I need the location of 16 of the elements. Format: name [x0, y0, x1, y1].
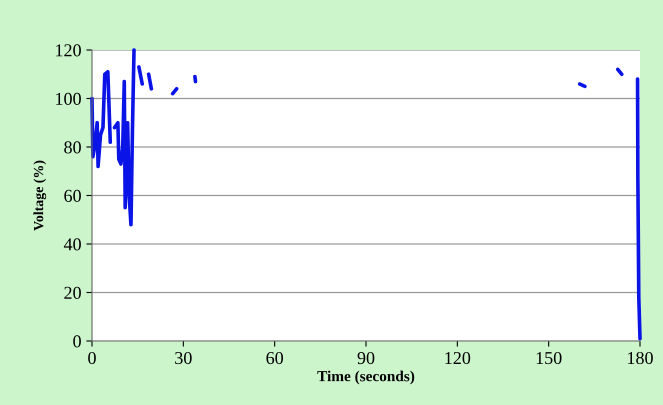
y-tick-label: 120 [56, 44, 81, 56]
y-tick-label: 100 [56, 92, 81, 105]
y-tick-label: 80 [64, 141, 81, 154]
y-tick-label: 60 [64, 190, 81, 202]
x-tick-label: 0 [88, 352, 96, 364]
x-tick-label: 30 [175, 352, 192, 364]
x-tick-label: 90 [358, 352, 374, 364]
x-tick-label: 60 [266, 352, 284, 364]
y-tick-label: 40 [64, 238, 81, 250]
x-tick-label: 180 [628, 352, 653, 364]
y-tick-label: 0 [73, 335, 81, 348]
y-tick-label: 20 [64, 286, 81, 299]
x-tick-label: 150 [536, 352, 562, 364]
x-axis-title: Time (seconds) [317, 370, 414, 384]
y-axis-title: Voltage (%) [33, 160, 46, 231]
x-tick-label: 120 [445, 352, 470, 364]
